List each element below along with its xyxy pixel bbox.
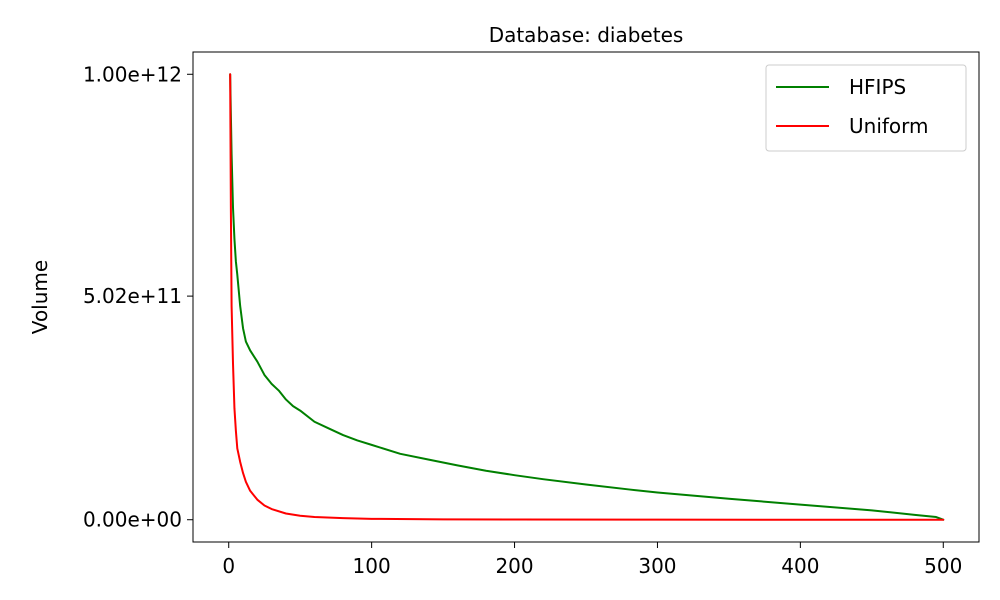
legend: HFIPS Uniform (765, 64, 967, 152)
legend-label-uniform: Uniform (849, 114, 929, 138)
series-layer (229, 73, 945, 521)
chart-title: Database: diabetes (489, 23, 684, 47)
series-line-uniform (229, 73, 945, 521)
x-tick-label: 200 (495, 554, 533, 578)
y-axis-label: Volume (28, 260, 52, 334)
axes-layer: 0 100 200 300 400 500 0.00e+00 5.02e+11 1.00e+12 (83, 51, 980, 578)
y-tick-label: 1.00e+12 (83, 62, 182, 86)
x-tick-label: 0 (222, 554, 235, 578)
y-tick-label: 0.00e+00 (83, 508, 182, 532)
series-line-hfips (229, 73, 945, 521)
legend-label-hfips: HFIPS (849, 75, 906, 99)
x-tick-label: 100 (353, 554, 391, 578)
x-tick-label: 500 (924, 554, 962, 578)
x-tick-label: 400 (781, 554, 819, 578)
x-tick-label: 300 (638, 554, 676, 578)
y-tick-label: 5.02e+11 (83, 284, 182, 308)
plot-frame (192, 51, 980, 543)
